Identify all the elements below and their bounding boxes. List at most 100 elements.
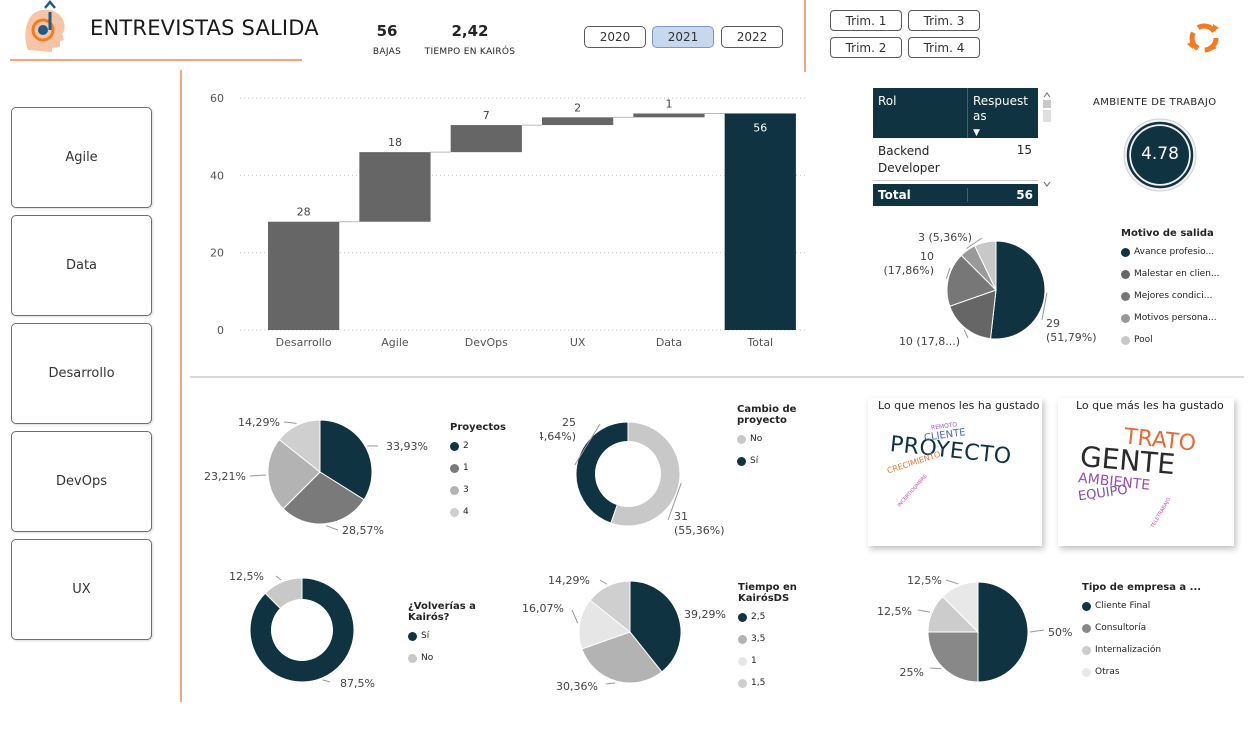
empresa-data-label: 12,5% — [877, 605, 912, 618]
table-scrollbar[interactable] — [1041, 88, 1053, 192]
waterfall-data-label: 18 — [388, 136, 402, 149]
kpi-tiempo-value: 2,42 — [451, 22, 489, 40]
sort-down-icon: ▼ — [973, 128, 980, 138]
tiempo-slice[interactable] — [581, 631, 663, 684]
motivo-legend-item[interactable]: Avance profesio... — [1121, 241, 1246, 263]
motivo-legend-item[interactable]: Pool — [1121, 329, 1246, 351]
volverias-legend-item[interactable]: Sí — [408, 625, 518, 647]
volverias-slice[interactable] — [249, 577, 355, 683]
empresa-legend-label: Internalización — [1095, 645, 1162, 655]
cambio-donut-chart: 31(55,36%) 25(44,64%) — [540, 416, 725, 537]
kpi-tiempo-label: TIEMPO EN KAIRÓS — [424, 47, 516, 57]
table-total-label: Total — [878, 188, 911, 202]
motivo-legend: Motivo de salida Avance profesio... Malest… — [1121, 228, 1246, 351]
table-sep — [873, 180, 1038, 184]
year-2020-button[interactable]: 2020 — [584, 26, 646, 48]
waterfall-bar[interactable] — [268, 221, 340, 330]
year-2022-button[interactable]: 2022 — [721, 26, 783, 48]
waterfall-bar[interactable] — [633, 113, 705, 118]
table-header-rol[interactable]: Rol — [878, 94, 897, 108]
year-2021-button[interactable]: 2021 — [652, 26, 714, 48]
kpi-tiempo: 2,42 TIEMPO EN KAIRÓS — [420, 22, 520, 57]
waterfall-category-label: Agile — [381, 336, 409, 349]
volverias-legend-item[interactable]: No — [408, 647, 518, 669]
trim-1-button[interactable]: Trim. 1 — [830, 10, 902, 31]
proyectos-slice[interactable] — [278, 419, 321, 474]
empresa-legend-item[interactable]: Cliente Final — [1082, 595, 1212, 617]
motivo-legend-item[interactable]: Malestar en clien... — [1121, 263, 1246, 285]
refresh-cycle-icon[interactable] — [1183, 18, 1225, 58]
tiempo-slice[interactable] — [589, 580, 631, 634]
tiempo-leader-line — [605, 682, 616, 685]
sidebar-item-agile[interactable]: Agile — [11, 107, 152, 208]
proyectos-legend-item[interactable]: 3 — [450, 479, 530, 501]
cambio-legend-item[interactable]: No — [737, 428, 847, 450]
sidebar-item-ux[interactable]: UX — [11, 539, 152, 640]
sidebar-item-desarrollo[interactable]: Desarrollo — [11, 323, 152, 424]
volverias-leader-line — [275, 575, 282, 581]
cambio-data-label: (55,36%) — [674, 524, 725, 537]
tiempo-legend-item[interactable]: 1,5 — [738, 672, 848, 694]
trim-3-button[interactable]: Trim. 3 — [908, 10, 980, 31]
waterfall-data-label: 1 — [665, 97, 672, 110]
gauge-value: 4.78 — [1141, 144, 1179, 164]
waterfall-ytick-label: 0 — [217, 324, 224, 337]
sidebar-item-data[interactable]: Data — [11, 215, 152, 316]
motivo-legend-item[interactable]: Mejores condici... — [1121, 285, 1246, 307]
motivo-data-label: 10 — [920, 250, 934, 263]
kpi-bajas-value: 56 — [376, 22, 398, 40]
volverias-legend-label: Sí — [421, 631, 430, 641]
table-header-respuestas[interactable]: Respuestas ▼ — [967, 88, 1038, 138]
tiempo-legend-label: 1 — [751, 656, 757, 666]
empresa-legend-item[interactable]: Otras — [1082, 661, 1212, 683]
tiempo-legend-item[interactable]: 2,5 — [738, 606, 848, 628]
proyectos-data-label: 14,29% — [238, 416, 280, 429]
motivo-slice[interactable] — [989, 240, 1046, 340]
empresa-legend-title: Tipo de empresa a ... — [1082, 582, 1202, 593]
wordcloud-menos-title: Lo que menos les ha gustado — [878, 399, 1040, 412]
tiempo-legend-label: 2,5 — [751, 612, 766, 622]
proyectos-slice[interactable] — [267, 438, 321, 510]
motivo-slice[interactable] — [974, 240, 997, 291]
tiempo-legend-item[interactable]: 1 — [738, 650, 848, 672]
empresa-legend-label: Consultoría — [1095, 623, 1147, 633]
trim-4-button[interactable]: Trim. 4 — [908, 37, 980, 58]
tiempo-slice[interactable] — [629, 580, 682, 673]
word-incertidumbre: INCERTIDUMBRE — [896, 473, 929, 509]
waterfall-bar[interactable] — [724, 113, 796, 330]
gauge-circle — [1123, 118, 1197, 192]
empresa-legend-dot — [1082, 623, 1091, 633]
empresa-slice[interactable] — [941, 581, 979, 634]
waterfall-bar[interactable] — [542, 117, 614, 126]
empresa-slice[interactable] — [977, 581, 1029, 683]
motivo-slice[interactable] — [946, 254, 997, 307]
cambio-legend-item[interactable]: Sí — [737, 450, 847, 472]
waterfall-bar[interactable] — [450, 125, 522, 153]
empresa-legend-item[interactable]: Consultoría — [1082, 617, 1212, 639]
motivo-data-label: (17,86%) — [883, 264, 934, 277]
tiempo-slice[interactable] — [578, 599, 632, 650]
tiempo-legend-item[interactable]: 3,5 — [738, 628, 848, 650]
proyectos-legend-item[interactable]: 2 — [450, 435, 530, 457]
motivo-data-label: (51,79%) — [1046, 331, 1097, 344]
tiempo-data-label: 39,29% — [684, 608, 726, 621]
proyectos-slice[interactable] — [282, 471, 365, 525]
waterfall-ytick-label: 20 — [210, 247, 224, 260]
empresa-slice[interactable] — [927, 631, 979, 683]
proyectos-legend-item[interactable]: 1 — [450, 457, 530, 479]
volverias-legend: ¿Volverías a Kairós? Sí No — [408, 601, 518, 669]
waterfall-bar[interactable] — [359, 152, 431, 222]
volverias-donut-chart: 87,5% 12,5% — [229, 570, 375, 690]
header-divider — [804, 0, 806, 72]
trim-2-button[interactable]: Trim. 2 — [830, 37, 902, 58]
empresa-legend-item[interactable]: Internalización — [1082, 639, 1212, 661]
sidebar-item-devops[interactable]: DevOps — [11, 431, 152, 532]
motivo-legend-item[interactable]: Motivos persona... — [1121, 307, 1246, 329]
sidebar-divider — [180, 70, 182, 702]
volverias-legend-dot — [408, 653, 417, 663]
gauge-title: AMBIENTE DE TRABAJO — [1093, 97, 1217, 108]
empresa-legend-dot — [1082, 667, 1091, 677]
proyectos-legend-dot — [450, 507, 459, 517]
proyectos-legend-item[interactable]: 4 — [450, 501, 530, 523]
motivo-leader-line — [1041, 292, 1048, 321]
